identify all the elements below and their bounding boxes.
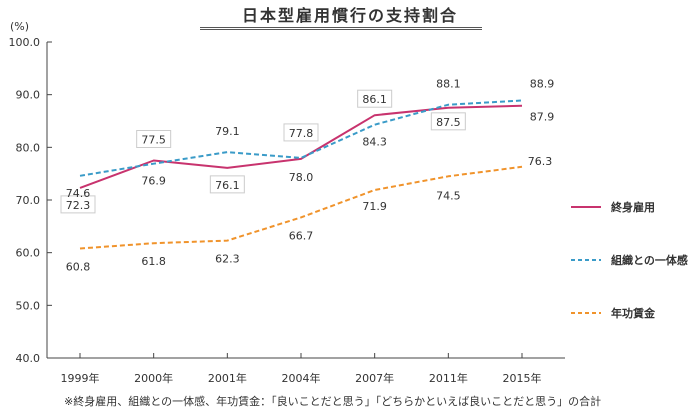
series-line-1 bbox=[79, 99, 523, 177]
data-label: 62.3 bbox=[215, 253, 240, 266]
data-label: 61.8 bbox=[141, 255, 166, 268]
y-ticks: 40.0 50.0 60.0 70.0 80.0 90.0 100.0 bbox=[9, 36, 52, 365]
data-label: 74.5 bbox=[436, 189, 461, 202]
y-tick-label: 50.0 bbox=[16, 299, 41, 312]
footnote: ※終身雇用、組織との一体感、年功賃金：「良いことだと思う」「どちらかといえば良い… bbox=[64, 395, 602, 408]
data-label: 77.8 bbox=[289, 127, 314, 140]
y-tick-label: 80.0 bbox=[16, 141, 41, 154]
data-label: 76.9 bbox=[141, 175, 166, 188]
x-tick-label: 2011年 bbox=[429, 371, 468, 385]
data-label-box bbox=[136, 130, 172, 148]
data-label-box bbox=[209, 175, 245, 194]
y-tick-label: 90.0 bbox=[16, 89, 41, 102]
data-label: 88.1 bbox=[436, 78, 461, 91]
data-label: 84.3 bbox=[362, 136, 387, 149]
data-label: 76.1 bbox=[215, 179, 240, 192]
series-lines bbox=[79, 99, 523, 250]
axes: (%) bbox=[10, 20, 565, 359]
y-tick-label: 40.0 bbox=[16, 352, 41, 365]
x-ticks: 1999年 2000年 2001年 2004年 2007年 2011年 2015年 bbox=[61, 353, 542, 385]
data-label: 79.1 bbox=[215, 125, 240, 138]
x-tick-label: 2000年 bbox=[134, 371, 173, 385]
data-label-box bbox=[283, 123, 319, 142]
x-tick-label: 2001年 bbox=[208, 371, 247, 385]
legend-label-2: 年功賃金 bbox=[611, 306, 656, 320]
data-label: 87.5 bbox=[436, 116, 461, 129]
data-label: 88.9 bbox=[530, 77, 555, 90]
data-label: 71.9 bbox=[362, 200, 387, 213]
data-label: 72.3 bbox=[66, 199, 91, 212]
series-line-2 bbox=[79, 165, 523, 250]
data-label: 77.5 bbox=[141, 134, 166, 147]
data-label: 87.9 bbox=[530, 111, 555, 124]
title-underline bbox=[200, 27, 482, 30]
series-line-0 bbox=[79, 104, 523, 189]
legend-label-1: 組織との一体感 bbox=[611, 253, 688, 267]
x-tick-label: 1999年 bbox=[61, 371, 100, 385]
data-label: 66.7 bbox=[289, 229, 314, 242]
legend-label-0: 終身雇用 bbox=[611, 200, 655, 214]
data-label: 78.0 bbox=[289, 171, 314, 184]
data-label: 74.6 bbox=[66, 187, 91, 200]
data-label: 60.8 bbox=[66, 260, 91, 273]
x-tick-label: 2015年 bbox=[503, 371, 542, 385]
data-label-box bbox=[357, 89, 393, 108]
chart-title: 日本型雇用慣行の支持割合 bbox=[241, 6, 458, 25]
y-tick-label: 60.0 bbox=[16, 247, 41, 260]
y-axis-unit-label: (%) bbox=[10, 20, 29, 33]
y-tick-label: 70.0 bbox=[16, 194, 41, 207]
y-tick-label: 100.0 bbox=[9, 36, 41, 49]
data-label-box bbox=[60, 195, 96, 214]
data-label-box bbox=[430, 112, 466, 131]
data-label: 86.1 bbox=[362, 93, 387, 106]
x-tick-label: 2007年 bbox=[355, 371, 394, 385]
data-label: 76.3 bbox=[528, 155, 553, 168]
data-labels: 72.3 77.5 76.1 77.8 86.1 87.5 87.9 74.6 76.9 79.1… bbox=[60, 77, 555, 273]
x-tick-label: 2004年 bbox=[282, 371, 321, 385]
